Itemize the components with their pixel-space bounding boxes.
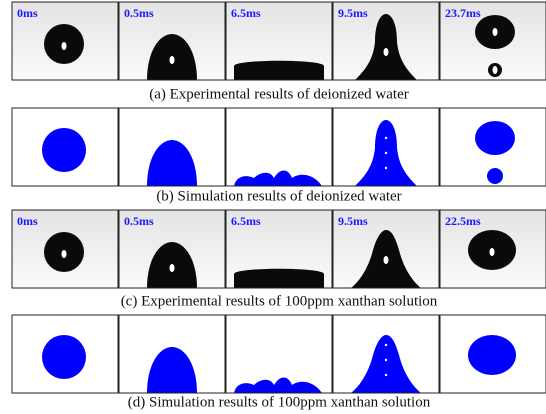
highlight <box>384 48 389 56</box>
time-label: 9.5ms <box>338 6 368 20</box>
droplet <box>475 121 515 155</box>
panel: 9.5ms <box>333 210 439 288</box>
droplet-group <box>44 232 84 272</box>
time-label: 9.5ms <box>338 214 368 228</box>
panel <box>440 108 546 186</box>
caption: (a) Experimental results of deionized wa… <box>149 86 408 102</box>
panel: 9.5ms <box>333 2 439 80</box>
panel: 23.7ms <box>440 2 546 80</box>
time-label: 6.5ms <box>231 6 261 20</box>
highlight <box>493 66 498 74</box>
panel <box>333 315 439 393</box>
droplet-group <box>468 335 516 375</box>
highlight <box>170 264 175 272</box>
droplet-group <box>42 128 86 172</box>
panel <box>333 108 439 186</box>
panel: 6.5ms <box>226 210 332 288</box>
panel <box>12 108 118 186</box>
highlight <box>493 28 498 36</box>
panel: 0ms <box>12 2 118 80</box>
time-label: 0ms <box>17 214 38 228</box>
droplet <box>487 168 503 184</box>
highlight <box>385 137 387 139</box>
droplet <box>234 61 324 80</box>
highlight <box>385 167 387 169</box>
droplet-group <box>234 61 324 80</box>
droplet <box>234 269 324 288</box>
highlight <box>385 374 387 376</box>
droplet-group <box>234 269 324 288</box>
highlight <box>62 42 67 50</box>
caption: (c) Experimental results of 100ppm xanth… <box>121 293 438 309</box>
highlight <box>490 248 495 256</box>
highlight <box>384 256 389 264</box>
droplet-group <box>468 230 516 270</box>
panel: 0ms <box>12 210 118 288</box>
figure: 0ms 0.5ms 6.5ms 9.5ms 23.7ms (a) Experimental… <box>0 0 546 414</box>
time-label: 0.5ms <box>124 214 154 228</box>
highlight <box>385 344 387 346</box>
highlight <box>385 152 387 154</box>
time-label: 0.5ms <box>124 6 154 20</box>
droplet <box>42 335 86 379</box>
droplet-group <box>44 24 84 64</box>
highlight <box>62 250 67 258</box>
panel <box>119 108 225 186</box>
highlight <box>170 56 175 64</box>
time-label: 0ms <box>17 6 38 20</box>
panel <box>440 315 546 393</box>
time-label: 6.5ms <box>231 214 261 228</box>
time-label: 23.7ms <box>445 6 481 20</box>
caption: (b) Simulation results of deionized wate… <box>156 188 401 204</box>
panel <box>226 315 332 393</box>
panel: 0.5ms <box>119 210 225 288</box>
caption: (d) Simulation results of 100ppm xanthan… <box>128 394 431 410</box>
panel <box>12 315 118 393</box>
time-label: 22.5ms <box>445 214 481 228</box>
droplet <box>468 335 516 375</box>
droplet <box>42 128 86 172</box>
panel <box>119 315 225 393</box>
panel: 6.5ms <box>226 2 332 80</box>
panel <box>226 108 332 186</box>
panel: 0.5ms <box>119 2 225 80</box>
droplet-group <box>42 335 86 379</box>
highlight <box>385 359 387 361</box>
panel: 22.5ms <box>440 210 546 288</box>
